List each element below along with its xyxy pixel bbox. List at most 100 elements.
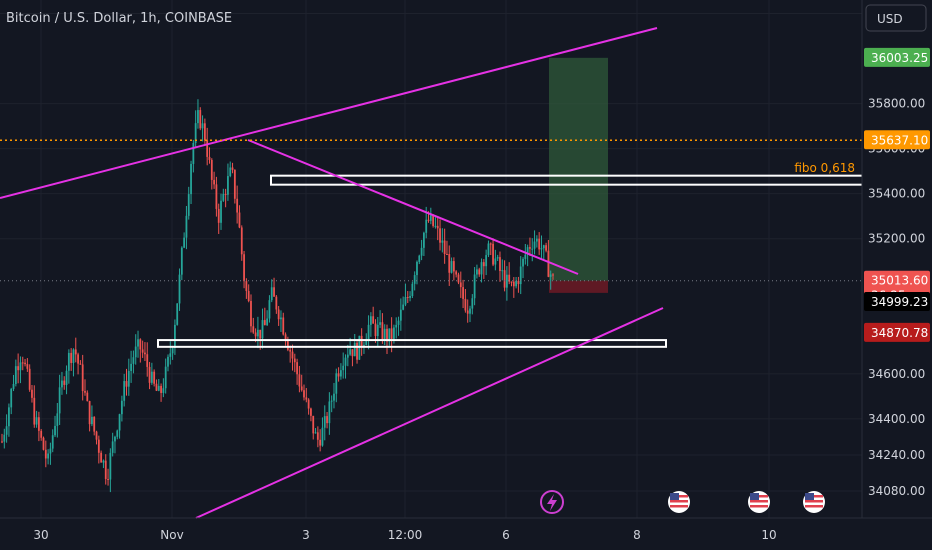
candle-body — [455, 271, 458, 275]
candle-body — [35, 417, 38, 425]
candle-body — [434, 225, 437, 227]
candle-body — [429, 214, 432, 221]
candle-body — [351, 349, 354, 357]
candle-body — [171, 348, 174, 354]
candle-body — [123, 381, 126, 401]
candle-body — [210, 159, 213, 180]
currency-button[interactable]: USD — [865, 4, 927, 32]
fibo-label: fibo 0,618 — [794, 161, 855, 175]
candle-body — [547, 250, 550, 277]
candle-body — [476, 269, 478, 275]
candle-body — [257, 329, 259, 337]
candle-body — [326, 416, 328, 424]
candle-body — [102, 460, 105, 463]
candle-body — [372, 316, 375, 324]
us-flag-icon[interactable] — [668, 491, 690, 513]
candle-body — [31, 389, 33, 398]
candle-body — [393, 327, 395, 339]
candle-body — [254, 332, 257, 337]
candle-body — [466, 310, 469, 314]
candle-body — [162, 388, 165, 393]
candle-body — [238, 212, 241, 228]
candle-body — [280, 317, 282, 320]
stop-zone[interactable] — [549, 280, 608, 293]
candle-body — [492, 243, 494, 265]
candle-body — [114, 436, 116, 442]
candle-body — [531, 248, 534, 250]
candle-body — [47, 453, 50, 459]
candle-body — [328, 401, 331, 424]
candle-body — [404, 296, 407, 305]
candle-body — [316, 432, 319, 440]
candle-body — [524, 254, 527, 259]
candle-body — [381, 322, 384, 340]
candle-body — [130, 363, 133, 371]
candle-body — [185, 215, 188, 238]
x-tick: 30 — [33, 528, 48, 542]
candle-body — [54, 425, 56, 436]
candle-body — [208, 156, 211, 160]
candle-body — [33, 397, 36, 425]
candle-body — [157, 385, 160, 391]
candle-body — [217, 208, 220, 223]
candles-layer — [1, 99, 554, 493]
candle-body — [56, 413, 59, 426]
candle-body — [139, 339, 142, 350]
us-flag-icon[interactable] — [803, 491, 825, 513]
candle-body — [300, 386, 303, 391]
candle-body — [233, 169, 236, 199]
candle-body — [471, 298, 474, 309]
lower-channel-trendline[interactable] — [195, 307, 664, 519]
support-zone[interactable] — [157, 339, 667, 348]
candle-body — [480, 262, 483, 275]
candle-body — [291, 351, 294, 359]
y-tick: 35400.00 — [868, 187, 925, 201]
candle-body — [197, 110, 199, 124]
candle-body — [549, 274, 552, 277]
currency-label: USD — [877, 12, 903, 26]
candle-body — [273, 287, 275, 297]
candle-body — [95, 431, 98, 440]
y-tick: 35200.00 — [868, 232, 925, 246]
candle-body — [289, 349, 292, 352]
candle-body — [519, 266, 522, 285]
candle-body — [44, 449, 47, 459]
resistance-zone[interactable] — [270, 174, 932, 186]
candle-body — [333, 393, 335, 401]
candle-body — [473, 274, 476, 299]
candle-body — [67, 352, 70, 371]
candle-body — [459, 282, 462, 288]
x-tick: 6 — [502, 528, 510, 542]
candle-body — [339, 370, 342, 377]
candle-body — [247, 290, 250, 302]
candle-body — [494, 258, 497, 265]
candle-body — [485, 255, 488, 267]
y-tick: 35800.00 — [868, 97, 925, 111]
candle-body — [452, 261, 455, 272]
candle-body — [127, 370, 130, 387]
descending-trendline[interactable] — [247, 139, 579, 275]
upper-channel-trendline[interactable] — [0, 27, 658, 199]
candle-body — [310, 408, 312, 416]
candle-body — [194, 123, 197, 144]
candle-body — [277, 309, 280, 320]
candle-body — [390, 328, 393, 339]
candle-body — [61, 380, 63, 388]
lightning-icon[interactable] — [540, 490, 564, 514]
candle-body — [538, 238, 541, 250]
x-tick: 12:00 — [388, 528, 423, 542]
candle-body — [487, 243, 490, 256]
candle-body — [411, 283, 414, 297]
us-flag-icon[interactable] — [748, 491, 770, 513]
time-axis[interactable]: 30 Nov 3 12:00 6 8 10 — [33, 528, 776, 542]
candle-body — [335, 373, 338, 394]
target-zone[interactable] — [549, 57, 608, 281]
candle-body — [478, 269, 481, 275]
candle-body — [441, 240, 444, 243]
candle-body — [107, 478, 109, 480]
candle-body — [369, 316, 372, 325]
horizontal-gridlines — [0, 13, 862, 492]
candle-body — [86, 392, 89, 402]
candle-body — [510, 281, 513, 283]
